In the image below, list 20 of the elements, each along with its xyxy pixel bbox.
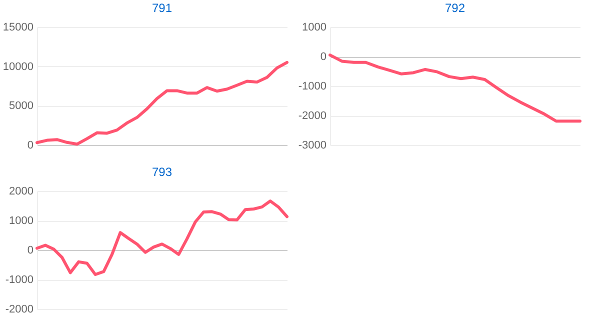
y-tick-label: -2000 — [298, 110, 326, 122]
y-tick-label: -1000 — [298, 80, 326, 92]
y-tick-label: -1000 — [5, 274, 34, 286]
chart-title: 792 — [444, 1, 466, 15]
y-tick-label: 0 — [27, 244, 34, 256]
y-tick-label: 15000 — [2, 22, 34, 34]
line-series — [36, 60, 288, 146]
line-series — [36, 200, 288, 276]
y-tick-label: 1000 — [302, 22, 326, 34]
chart-title: 793 — [152, 165, 172, 179]
y-tick-label: 1000 — [9, 215, 34, 227]
y-tick-label: 0 — [320, 51, 326, 63]
chart-title: 791 — [152, 1, 172, 15]
y-tick-label: -3000 — [298, 140, 326, 152]
line-series — [328, 54, 582, 123]
y-tick-label: 2000 — [9, 186, 34, 198]
y-tick-label: 5000 — [9, 100, 34, 112]
y-tick-label: 0 — [27, 140, 34, 152]
y-tick-label: 10000 — [2, 60, 34, 73]
y-tick-label: -2000 — [5, 304, 34, 316]
